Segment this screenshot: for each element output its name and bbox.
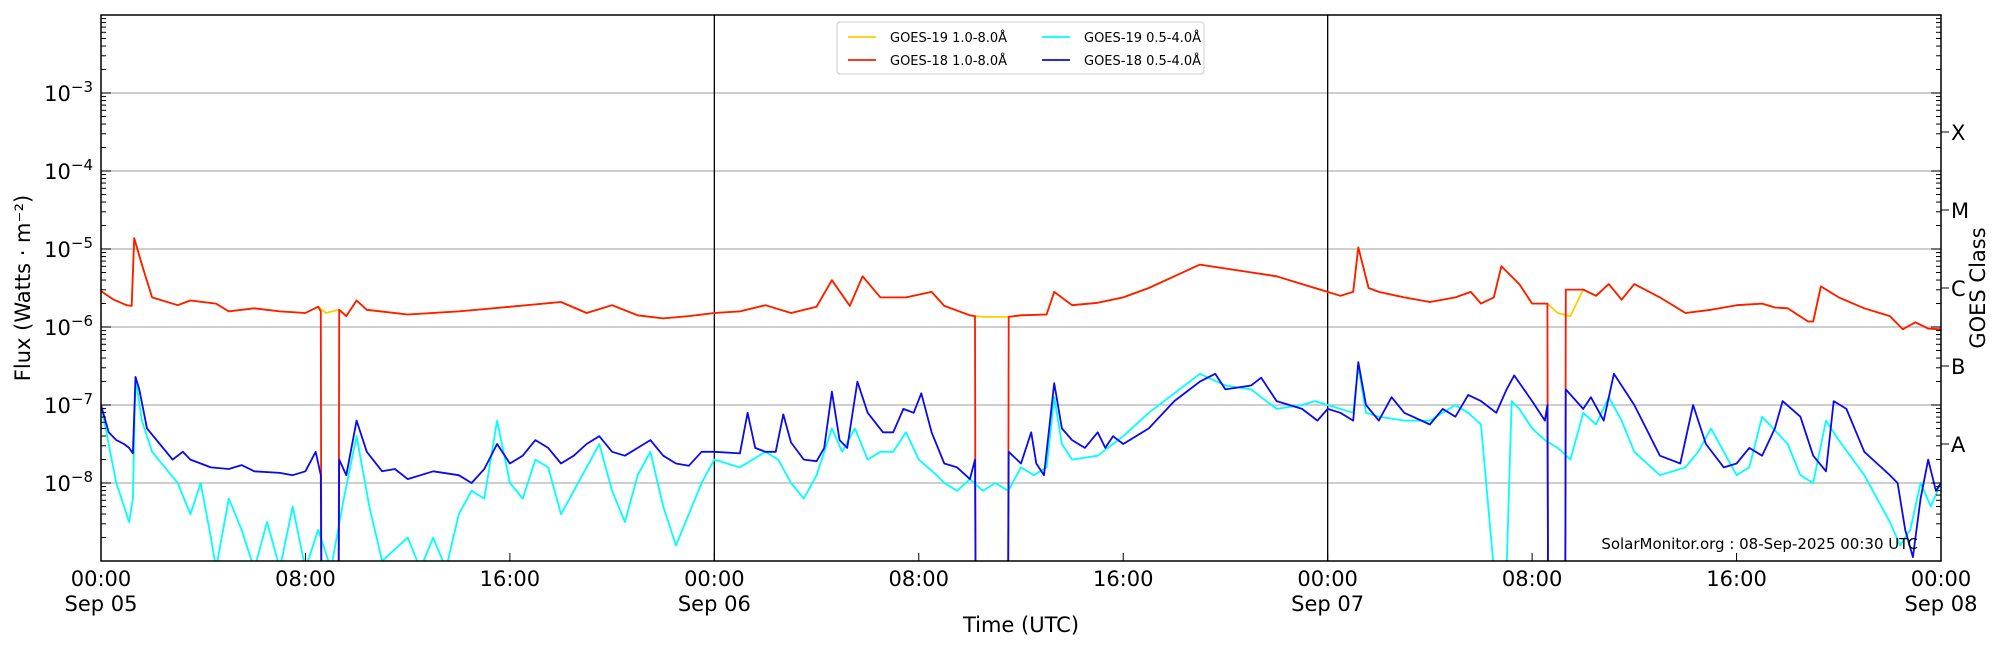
right-y-axis-ticks: X M C B A [1931, 18, 1969, 562]
x-tick-label: 00:00 [1297, 567, 1358, 591]
legend-label: GOES-18 1.0-8.0Å [890, 53, 1007, 69]
legend-label: GOES-19 0.5-4.0Å [1084, 30, 1201, 46]
x-tick-label: 00:00 [71, 567, 132, 591]
watermark: SolarMonitor.org : 08-Sep-2025 00:30 UTC [1601, 535, 1918, 553]
legend-label: GOES-18 0.5-4.0Å [1084, 53, 1201, 69]
x-tick-date: Sep 06 [678, 592, 751, 616]
day-boundary-lines [713, 15, 1329, 561]
y-tick-label: 10−5 [44, 234, 93, 262]
x-tick-label: 00:00 [684, 567, 745, 591]
goes-class-label: B [1951, 355, 1965, 379]
y-tick-label: 10−8 [44, 468, 93, 496]
x-tick-date: Sep 07 [1291, 592, 1364, 616]
y-tick-label: 10−3 [44, 78, 93, 106]
x-tick-label: 08:00 [1502, 567, 1563, 591]
x-tick-label: 16:00 [480, 567, 541, 591]
x-tick-label: 16:00 [1093, 567, 1154, 591]
legend: GOES-19 1.0-8.0Å GOES-18 1.0-8.0Å GOES-19 … [836, 21, 1205, 75]
y-axis-title: Flux (Watts · m⁻²) [11, 195, 35, 381]
legend-box [836, 21, 1205, 75]
goes-class-label: C [1951, 277, 1966, 301]
series-line-1 [101, 237, 1941, 561]
y-tick-label: 10−7 [44, 390, 93, 418]
x-tick-label: 08:00 [275, 567, 336, 591]
goes-class-label: X [1951, 121, 1965, 145]
right-y-axis-title: GOES Class [1966, 227, 1990, 348]
x-axis-title: Time (UTC) [962, 613, 1079, 637]
y-tick-label: 10−6 [44, 312, 93, 340]
legend-label: GOES-19 1.0-8.0Å [890, 30, 1007, 46]
goes-class-label: A [1951, 433, 1966, 457]
x-tick-label: 08:00 [889, 567, 950, 591]
x-tick-date: Sep 05 [65, 592, 138, 616]
series-line-3 [101, 361, 1941, 561]
plot-frame [100, 14, 1942, 562]
x-tick-label: 00:00 [1911, 567, 1972, 591]
goes-class-label: M [1951, 199, 1969, 223]
data-series [101, 237, 1941, 561]
y-tick-label: 10−4 [44, 156, 93, 184]
horizontal-gridlines [101, 92, 1941, 484]
x-tick-date: Sep 08 [1905, 592, 1978, 616]
x-tick-label: 16:00 [1706, 567, 1767, 591]
